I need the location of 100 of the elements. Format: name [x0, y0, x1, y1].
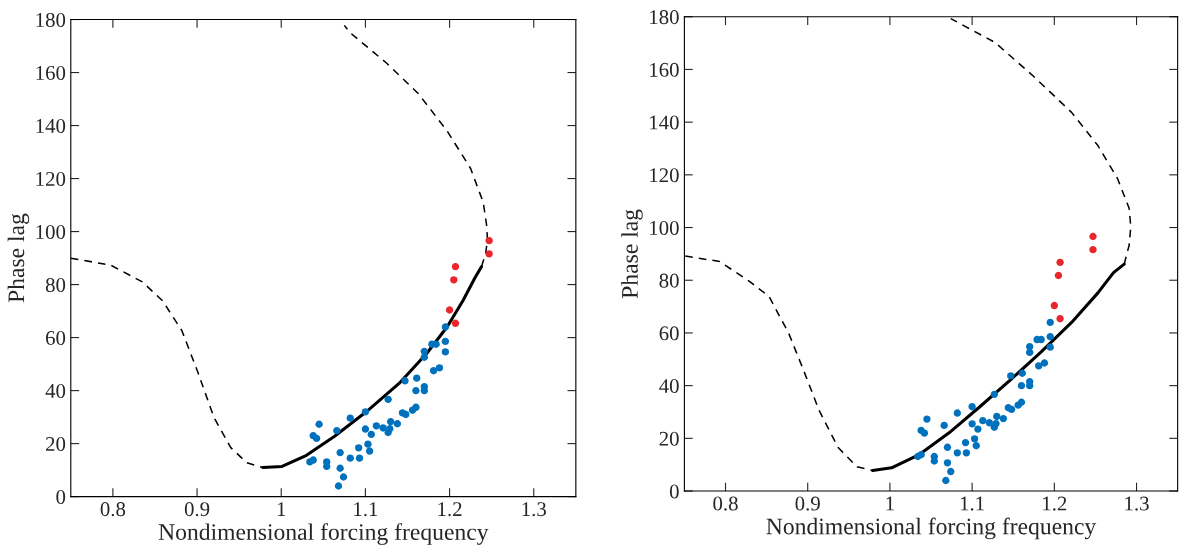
- point: [968, 403, 976, 411]
- point: [1025, 348, 1034, 357]
- point: [336, 448, 344, 457]
- point: [1089, 232, 1097, 241]
- point: [379, 424, 387, 432]
- x-tick-label: 0.9: [795, 496, 820, 511]
- point: [420, 353, 428, 361]
- x-axis-title: Nondimensional forcing frequency: [766, 517, 1097, 540]
- y-tick-label: 20: [46, 436, 66, 452]
- point: [386, 425, 394, 433]
- point: [429, 367, 438, 375]
- point: [445, 306, 454, 314]
- point: [1018, 369, 1026, 377]
- y-tick-label: 40: [659, 379, 679, 394]
- point: [1017, 398, 1026, 406]
- point: [339, 473, 348, 481]
- point: [402, 410, 410, 419]
- point: [361, 425, 370, 433]
- point: [334, 482, 343, 490]
- point: [361, 408, 370, 416]
- point: [355, 454, 364, 462]
- point: [365, 447, 374, 455]
- point: [393, 420, 402, 428]
- x-tick-label: 1.1: [960, 496, 984, 511]
- point: [364, 440, 372, 448]
- point: [943, 459, 952, 467]
- point: [485, 236, 493, 245]
- y-tick-label: 140: [650, 115, 679, 130]
- y-tick-label: 40: [45, 383, 66, 399]
- point: [943, 443, 952, 451]
- point: [355, 444, 363, 452]
- point: [1054, 271, 1063, 280]
- y-tick-label: 80: [659, 273, 679, 288]
- y-tick-label: 0: [669, 484, 679, 499]
- point: [1056, 258, 1064, 266]
- point: [968, 420, 976, 428]
- x-axis-title: Nondimensional forcing frequency: [158, 523, 489, 545]
- point: [1089, 246, 1097, 254]
- point: [312, 434, 321, 442]
- point: [920, 429, 929, 437]
- point: [942, 476, 950, 485]
- point: [962, 449, 971, 457]
- point: [401, 377, 409, 385]
- point: [1007, 405, 1016, 414]
- point: [441, 323, 450, 331]
- y-axis-title: Phase lag: [7, 213, 30, 303]
- point: [485, 250, 493, 258]
- point: [953, 449, 961, 457]
- point: [990, 390, 998, 399]
- point: [412, 403, 420, 411]
- x-tick-label: 1.1: [354, 502, 378, 517]
- x-tick-label: 1.2: [438, 502, 462, 517]
- point: [333, 426, 341, 435]
- y-axis-title: Phase lag: [621, 209, 643, 299]
- point: [315, 420, 323, 428]
- y-tick-label: 60: [659, 326, 679, 341]
- y-tick-label: 180: [650, 10, 679, 25]
- point: [435, 364, 444, 372]
- y-tick-label: 120: [650, 168, 679, 183]
- x-tick-label: 0.8: [100, 502, 126, 517]
- point: [336, 464, 344, 472]
- point: [961, 438, 970, 447]
- x-tick-label: 1.2: [1043, 496, 1067, 511]
- point: [420, 347, 428, 356]
- point: [451, 319, 460, 327]
- point: [1056, 315, 1064, 323]
- x-tick-label: 1.3: [1125, 496, 1149, 511]
- point: [1017, 381, 1026, 390]
- point: [1046, 332, 1054, 341]
- point: [970, 435, 979, 443]
- x-tick-label: 0.9: [184, 502, 210, 517]
- point: [1035, 362, 1043, 370]
- point: [947, 467, 955, 476]
- point: [1046, 318, 1054, 327]
- y-tick-label: 100: [650, 220, 679, 235]
- y-tick-label: 160: [650, 62, 679, 77]
- x-tick-label: 1.3: [522, 502, 546, 517]
- point: [1040, 359, 1049, 367]
- point: [372, 422, 381, 430]
- point: [940, 421, 948, 430]
- point: [450, 276, 458, 284]
- point: [999, 414, 1008, 423]
- point: [993, 412, 1001, 421]
- point: [367, 430, 375, 439]
- point: [441, 337, 450, 345]
- y-tick-label: 180: [36, 12, 66, 27]
- x-tick-label: 1: [886, 496, 894, 511]
- y-tick-label: 140: [36, 118, 66, 133]
- point: [972, 442, 980, 450]
- point: [923, 415, 931, 423]
- point: [1050, 301, 1059, 310]
- y-tick-label: 160: [36, 65, 66, 80]
- point: [346, 414, 354, 422]
- x-tick-label: 1: [277, 502, 286, 516]
- point: [1007, 372, 1015, 380]
- point: [979, 417, 987, 425]
- x-tick-label: 0.8: [713, 496, 738, 511]
- point: [992, 419, 1000, 428]
- point: [953, 409, 961, 417]
- y-tick-label: 60: [46, 330, 66, 346]
